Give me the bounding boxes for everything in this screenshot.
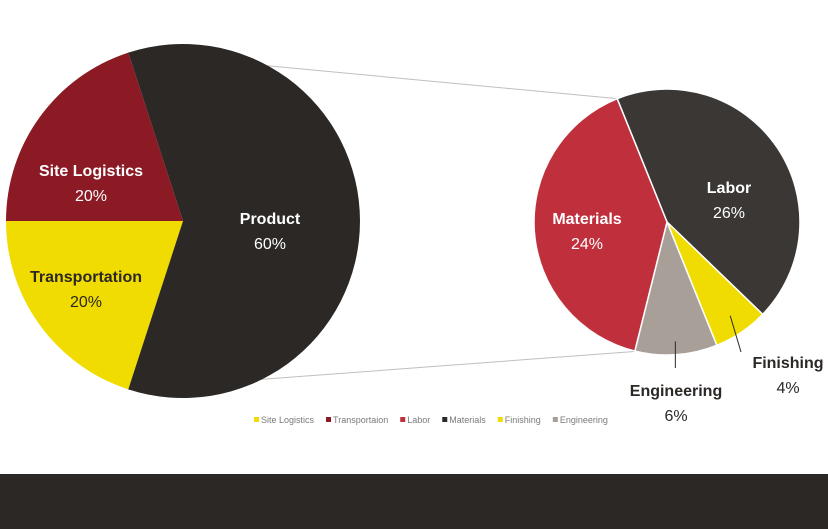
main-slice-site-logistics-label: Site Logistics: [39, 163, 143, 180]
secondary-slice-materials-value-label: 24%: [571, 236, 603, 253]
legend-swatch-transportaion: [326, 417, 332, 422]
legend-swatch-site-logistics: [254, 417, 259, 422]
legend-label-materials: Materials: [449, 415, 486, 425]
main-slice-site-logistics-value-label: 20%: [75, 188, 107, 205]
legend-swatch-labor: [400, 417, 406, 422]
legend-label-engineering: Engineering: [560, 415, 608, 425]
secondary-slice-engineering-value-label: 6%: [664, 408, 687, 425]
main-slice-product: [128, 43, 360, 398]
legend: Site Logistics Transportaion Labor Material…: [254, 415, 608, 425]
legend-swatch-engineering: [552, 417, 558, 422]
main-slice-transportation: [6, 221, 183, 390]
secondary-slice-labor-value-label: 26%: [713, 205, 745, 222]
legend-label-transportaion: Transportaion: [333, 415, 388, 425]
slice-labels: Site Logistics 20% Transportation 20% Produc…: [30, 163, 824, 425]
secondary-slice-materials: [533, 97, 668, 352]
secondary-slice-labor: [616, 88, 801, 316]
main-slice-product-label: Product: [240, 211, 301, 228]
main-slice-transportation-value-label: 20%: [70, 294, 102, 311]
main-slice-product-value-label: 60%: [254, 236, 286, 253]
legend-swatch-finishing: [497, 417, 503, 422]
secondary-slice-labor-label: Labor: [707, 180, 751, 197]
legend-label-labor: Labor: [407, 415, 430, 425]
main-slice-transportation-label: Transportation: [30, 269, 142, 286]
secondary-slice-materials-label: Materials: [552, 211, 621, 228]
finishing-leader-line: [729, 315, 742, 353]
main-slice-site-logistics: [6, 52, 183, 222]
main-pie: [6, 43, 360, 398]
legend-label-finishing: Finishing: [505, 415, 541, 425]
secondary-slice-finishing-value-label: 4%: [776, 380, 799, 397]
legend-swatch-materials: [442, 417, 448, 422]
secondary-slice-engineering: [633, 219, 718, 356]
pie-of-pie-chart: Site Logistics 20% Transportation 20% Produc…: [6, 43, 824, 425]
footer-band: [0, 474, 828, 529]
secondary-slice-finishing-label: Finishing: [752, 355, 823, 372]
secondary-pie: [533, 88, 801, 356]
secondary-slice-engineering-label: Engineering: [630, 383, 722, 400]
legend-label-site-logistics: Site Logistics: [261, 415, 315, 425]
